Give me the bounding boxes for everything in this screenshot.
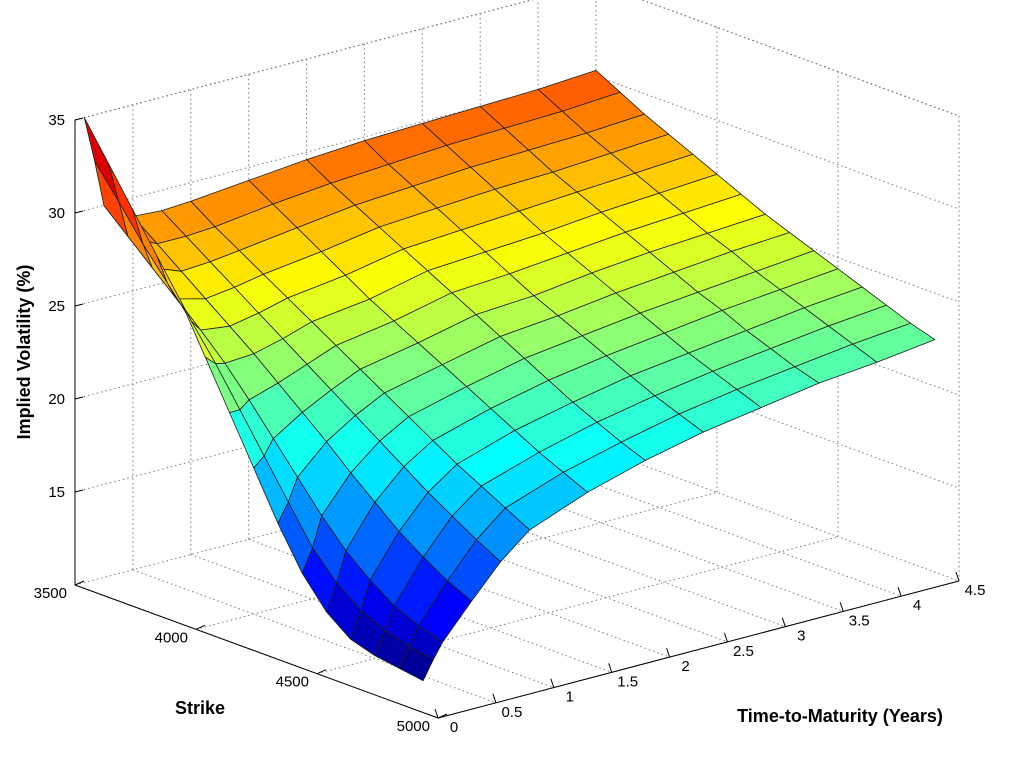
x-tick-label: 3.5 bbox=[849, 612, 870, 629]
x-axis-label: Time-to-Maturity (Years) bbox=[737, 706, 943, 726]
z-tick-mark bbox=[74, 117, 84, 121]
axis-layer bbox=[74, 117, 960, 719]
grid-line bbox=[190, 554, 554, 689]
x-tick-mark bbox=[608, 663, 613, 673]
grid-line bbox=[640, 0, 960, 117]
x-tick-mark bbox=[550, 678, 555, 688]
x-tick-label: 0.5 bbox=[501, 704, 522, 721]
y-tick-label: 5000 bbox=[397, 718, 430, 735]
x-tick-mark bbox=[666, 647, 671, 658]
grid-line bbox=[640, 0, 960, 117]
x-tick-mark bbox=[723, 632, 728, 643]
y-tick-mark bbox=[437, 713, 448, 719]
x-tick-label: 4.5 bbox=[965, 582, 986, 599]
z-tick-label: 35 bbox=[48, 112, 65, 129]
x-tick-mark bbox=[781, 617, 786, 627]
grid-line bbox=[595, 447, 960, 582]
x-tick-label: 3 bbox=[797, 628, 805, 645]
x-tick-label: 2 bbox=[681, 658, 689, 675]
z-tick-label: 30 bbox=[48, 205, 65, 222]
x-axis-line bbox=[437, 580, 960, 719]
y-tick-mark bbox=[316, 669, 327, 675]
z-tick-mark bbox=[74, 396, 84, 400]
tick-label-layer: 15 20 25 30 35 3500 4000 4500 5000 0 0.5 1 1.5 2 2.5 3 3… bbox=[34, 112, 986, 736]
z-tick-label: 15 bbox=[48, 484, 65, 501]
z-axis-label: Implied Volatility (%) bbox=[14, 265, 34, 440]
surface-facet bbox=[398, 646, 434, 682]
z-tick-mark bbox=[74, 303, 84, 307]
x-tick-mark bbox=[492, 693, 497, 703]
x-tick-mark bbox=[839, 602, 844, 612]
x-tick-label: 1 bbox=[566, 689, 574, 706]
z-tick-label: 25 bbox=[48, 298, 65, 315]
z-tick-label: 20 bbox=[48, 391, 65, 408]
z-tick-mark bbox=[74, 489, 84, 493]
y-tick-label: 4500 bbox=[276, 674, 309, 691]
y-axis-line bbox=[74, 584, 439, 719]
x-tick-mark bbox=[955, 571, 960, 582]
z-tick-mark bbox=[74, 210, 84, 214]
grid-line bbox=[132, 569, 497, 704]
surface-layer bbox=[83, 70, 936, 682]
grid-line bbox=[640, 0, 960, 117]
y-tick-label: 4000 bbox=[155, 629, 188, 646]
x-tick-mark bbox=[897, 587, 902, 597]
y-tick-label: 3500 bbox=[34, 585, 67, 602]
grid-line bbox=[595, 75, 960, 210]
y-tick-mark bbox=[195, 624, 206, 630]
x-tick-label: 4 bbox=[913, 597, 921, 614]
y-axis-label: Strike bbox=[175, 698, 225, 718]
x-tick-label: 2.5 bbox=[733, 643, 754, 660]
x-tick-mark bbox=[434, 708, 439, 719]
x-tick-label: 1.5 bbox=[617, 673, 638, 690]
x-tick-label: 0 bbox=[450, 719, 458, 736]
y-tick-mark bbox=[74, 580, 85, 586]
